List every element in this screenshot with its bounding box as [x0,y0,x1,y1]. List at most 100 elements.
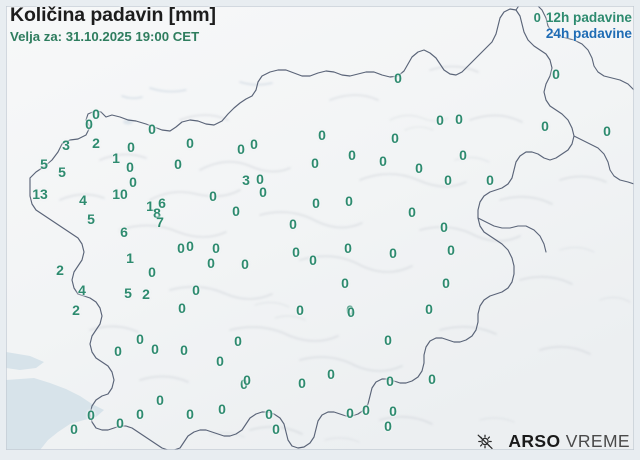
station-value: 5 [58,164,66,180]
station-value: 0 [148,264,156,280]
station-value: 0 [136,331,144,347]
station-value: 10 [112,186,128,202]
station-value: 1 [146,198,154,214]
station-value: 0 [292,244,300,260]
legend-marker-24h: 0 [534,26,541,41]
legend: 0 12h padavine 0 24h padavine [534,10,632,42]
station-value: 0 [379,153,387,169]
station-value: 8 [153,205,161,221]
station-value: 0 [174,156,182,172]
station-value: 0 [237,141,245,157]
station-value: 1 [126,250,134,266]
brand-logo: ARSO VREME [475,431,630,452]
station-value: 0 [296,302,304,318]
terrain-relief [59,65,631,443]
header: Količina padavin [mm] Velja za: 31.10.20… [10,4,216,45]
station-value: 0 [384,418,392,434]
station-value: 0 [425,301,433,317]
station-value: 2 [92,135,100,151]
slovenia-border [29,8,575,450]
station-value: 1 [112,150,120,166]
station-value: 0 [265,406,273,422]
station-value: 0 [232,203,240,219]
sea-inlet [6,352,44,370]
station-value: 0 [296,302,304,318]
station-value: 0 [486,172,494,188]
station-value: 0 [192,282,200,298]
station-value: 0 [447,242,455,258]
station-value: 0 [156,392,164,408]
station-value: 0 [178,300,186,316]
legend-marker-12h: 0 [533,10,541,25]
station-value: 0 [415,160,423,176]
legend-item-12h: 0 12h padavine [534,10,632,26]
station-value: 0 [440,219,448,235]
brand-suffix: VREME [565,431,630,451]
station-value: 0 [216,353,224,369]
station-value: 4 [79,192,87,208]
station-value: 13 [32,186,48,202]
station-value: 0 [186,406,194,422]
station-value: 4 [78,282,86,298]
station-value: 3 [242,172,250,188]
station-value: 0 [209,188,217,204]
station-value: 0 [552,66,560,82]
station-value: 0 [272,421,280,437]
station-value: 0 [603,123,611,139]
station-value: 0 [186,135,194,151]
station-value: 0 [127,139,135,155]
station-value: 0 [318,127,326,143]
station-value: 0 [151,341,159,357]
station-value: 0 [114,343,122,359]
station-value: 0 [129,174,137,190]
station-value: 3 [62,137,70,153]
station-value: 0 [346,302,354,318]
station-value: 6 [158,195,166,211]
station-value: 0 [180,342,188,358]
station-value: 0 [87,407,95,423]
station-value: 0 [212,240,220,256]
station-value: 0 [116,415,124,431]
station-value: 0 [256,171,264,187]
station-value: 0 [347,304,355,320]
station-value: 5 [124,285,132,301]
station-value: 0 [70,421,78,437]
station-value: 0 [298,375,306,391]
station-value: 0 [136,406,144,422]
brand-name: ARSO [508,431,561,451]
station-value: 0 [92,106,100,122]
station-value: 2 [142,286,150,302]
station-value: 0 [391,130,399,146]
station-value: 0 [241,256,249,272]
legend-label-12h: 12h padavine [545,10,632,25]
station-value: 0 [309,252,317,268]
legend-item-24h: 0 24h padavine [534,26,632,42]
station-value: 0 [186,238,194,254]
station-value: 0 [455,111,463,127]
station-value: 0 [408,204,416,220]
station-value: 5 [87,211,95,227]
station-value: 0 [436,112,444,128]
station-value: 0 [344,240,352,256]
station-value: 5 [40,156,48,172]
brand-text: ARSO VREME [508,431,630,452]
legend-label-24h: 24h padavine [545,26,632,42]
station-value: 0 [327,366,335,382]
station-value: 0 [386,373,394,389]
station-value: 0 [234,333,242,349]
station-value: 0 [126,159,134,175]
station-value: 0 [348,147,356,163]
station-value: 0 [311,155,319,171]
station-value: 0 [85,116,93,132]
neighbour-borders [477,6,634,253]
sea-adriatic [6,378,104,450]
station-value: 0 [289,216,297,232]
station-value: 7 [156,214,164,230]
station-value: 0 [240,376,248,392]
station-value: 2 [72,302,80,318]
station-value: 0 [389,403,397,419]
page-title: Količina padavin [mm] [10,4,216,26]
station-value: 0 [362,402,370,418]
